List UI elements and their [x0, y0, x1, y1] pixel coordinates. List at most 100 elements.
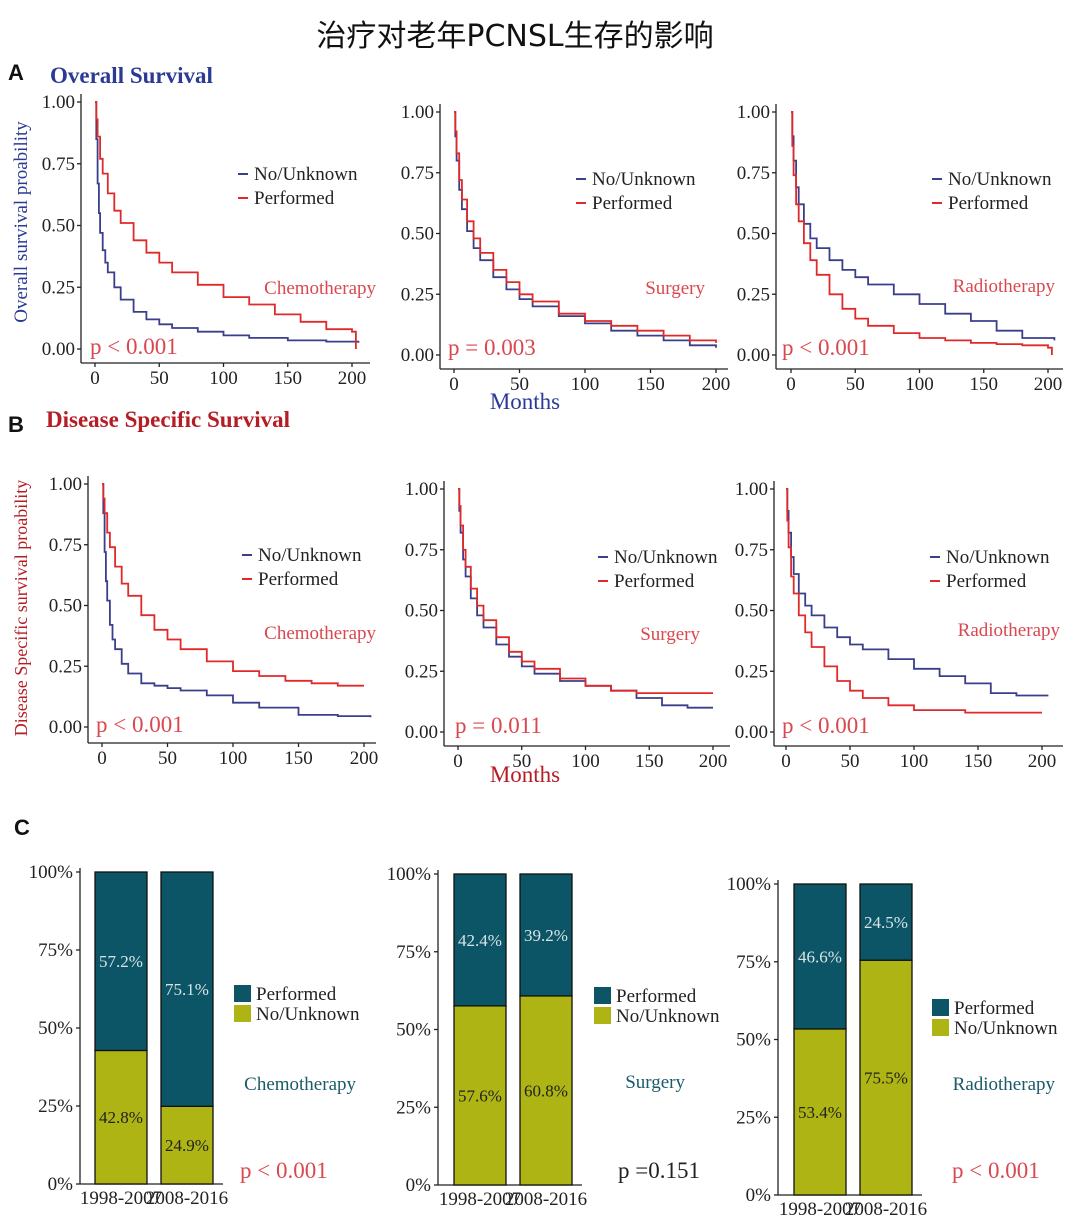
y-tick-label: 0.25	[405, 661, 438, 682]
x-tick-label: 50	[841, 751, 860, 772]
bar-value-label: 42.4%	[458, 931, 502, 950]
bar-value-label: 42.8%	[99, 1108, 143, 1127]
bar-value-label: 75.5%	[864, 1069, 908, 1088]
y-tick-label: 1.00	[405, 479, 438, 500]
legend-label: No/Unknown	[256, 1004, 360, 1025]
y-tick-label: 0%	[406, 1175, 432, 1196]
y-tick-label: 50%	[38, 1018, 73, 1039]
charts-layer: 0.00 0.25 0.50 0.75 1.00 0 50 100 150 200 No/Unkno…	[29, 92, 1063, 1220]
treatment-label: Surgery	[640, 624, 700, 645]
bar-value-label: 57.2%	[99, 952, 143, 971]
p-value: p < 0.001	[96, 712, 184, 737]
legend-label: No/Unknown	[948, 169, 1052, 190]
y-tick-label: 0.75	[401, 163, 434, 184]
bar-value-label: 57.6%	[458, 1086, 502, 1105]
x-category-label: 1998-2007	[439, 1189, 521, 1210]
bar-segment-no-unknown	[859, 959, 913, 1196]
bar-plot-bar_chemo: 0% 25% 50% 75% 100% 42.8% 57.2% 1998-2007 24.9% 7…	[29, 862, 360, 1209]
y-tick-label: 0.25	[42, 277, 75, 298]
p-value: p = 0.011	[455, 713, 542, 738]
panel-a-xlabel: Months	[490, 389, 560, 414]
y-tick-label: 1.00	[42, 92, 75, 113]
x-tick-label: 100	[571, 751, 600, 772]
x-tick-label: 200	[350, 748, 379, 769]
km-plot-os_chemo: 0.00 0.25 0.50 0.75 1.00 0 50 100 150 200 No/Unkno…	[42, 92, 377, 389]
y-tick-label: 0.00	[42, 339, 75, 360]
y-tick-label: 0.25	[401, 284, 434, 305]
bar-segment-performed	[519, 873, 573, 997]
x-tick-label: 0	[90, 368, 100, 389]
bar-plot-bar_radio: 0% 25% 50% 75% 100% 53.4% 46.6% 1998-2007 75.5% 2…	[727, 874, 1058, 1220]
y-tick-label: 25%	[736, 1107, 771, 1128]
legend-label: No/Unknown	[592, 169, 696, 190]
p-value: p < 0.001	[90, 334, 178, 359]
y-tick-label: 0.50	[401, 224, 434, 245]
p-value: p < 0.001	[240, 1158, 328, 1183]
y-tick-label: 75%	[38, 940, 73, 961]
y-tick-label: 0%	[746, 1185, 772, 1206]
treatment-label: Chemotherapy	[244, 1074, 356, 1095]
y-tick-label: 25%	[38, 1096, 73, 1117]
treatment-label: Radiotherapy	[958, 620, 1061, 641]
km-plot-dss_radio: 0.00 0.25 0.50 0.75 1.00 0 50 100 150 200 No/Unkno…	[735, 479, 1063, 772]
km-curve-no-unknown	[791, 111, 1056, 341]
bar-value-label: 60.8%	[524, 1081, 568, 1100]
x-tick-label: 200	[1028, 751, 1057, 772]
legend-label: No/Unknown	[946, 547, 1050, 568]
x-tick-label: 200	[702, 374, 731, 395]
treatment-label: Surgery	[645, 278, 705, 299]
bar-value-label: 24.9%	[165, 1136, 209, 1155]
x-tick-label: 150	[964, 751, 993, 772]
y-tick-label: 0.00	[735, 722, 768, 743]
legend-label: No/Unknown	[616, 1006, 720, 1027]
km-curve-performed	[791, 111, 1053, 355]
legend-swatch	[932, 999, 949, 1016]
km-plot-os_surgery: 0.00 0.25 0.50 0.75 1.00 0 50 100 150 200 No/Unkno…	[401, 102, 731, 395]
y-tick-label: 0%	[48, 1174, 74, 1195]
panel-b-ylabel: Disease Specific survival proability	[11, 480, 31, 736]
panel-a-letter: A	[8, 60, 24, 85]
km-curve-no-unknown	[458, 488, 713, 709]
x-tick-label: 150	[635, 751, 664, 772]
legend-label: Performed	[592, 193, 673, 214]
km-plot-os_radio: 0.00 0.25 0.50 0.75 1.00 0 50 100 150 200 No/Unkno…	[737, 102, 1063, 395]
y-tick-label: 100%	[727, 874, 772, 895]
x-tick-label: 0	[781, 751, 791, 772]
bar-segment-performed	[453, 873, 507, 1007]
legend-swatch	[932, 1019, 949, 1036]
x-tick-label: 50	[512, 751, 531, 772]
y-tick-label: 0.50	[405, 601, 438, 622]
y-tick-label: 0.25	[49, 656, 82, 677]
y-tick-label: 0.25	[735, 661, 768, 682]
p-value: p < 0.001	[782, 713, 870, 738]
p-value: p < 0.001	[952, 1158, 1040, 1183]
y-tick-label: 0.50	[49, 596, 82, 617]
bar-segment-performed	[793, 883, 847, 1030]
y-tick-label: 100%	[29, 862, 74, 883]
x-tick-label: 200	[699, 751, 728, 772]
x-category-label: 1998-2007	[779, 1199, 861, 1220]
bar-segment-no-unknown	[94, 1049, 148, 1185]
x-tick-label: 0	[97, 748, 107, 769]
x-tick-label: 100	[905, 374, 934, 395]
p-value: p =0.151	[618, 1158, 700, 1183]
x-tick-label: 50	[150, 368, 169, 389]
x-tick-label: 150	[636, 374, 665, 395]
x-tick-label: 50	[846, 374, 865, 395]
km-curve-no-unknown	[95, 101, 360, 343]
km-plot-dss_chemo: 0.00 0.25 0.50 0.75 1.00 0 50 100 150 200 No/Unkno…	[49, 474, 379, 769]
x-tick-label: 50	[158, 748, 177, 769]
y-tick-label: 100%	[387, 864, 432, 885]
x-category-label: 2008-2016	[845, 1199, 927, 1220]
y-tick-label: 50%	[736, 1030, 771, 1051]
y-tick-label: 75%	[396, 942, 431, 963]
p-value: p < 0.001	[782, 335, 870, 360]
panel-b-letter: B	[8, 412, 24, 437]
bar-value-label: 53.4%	[798, 1103, 842, 1122]
y-tick-label: 0.75	[735, 540, 768, 561]
x-tick-label: 0	[786, 374, 796, 395]
y-tick-label: 1.00	[737, 102, 770, 123]
x-tick-label: 150	[274, 368, 303, 389]
bar-segment-no-unknown	[793, 1028, 847, 1196]
